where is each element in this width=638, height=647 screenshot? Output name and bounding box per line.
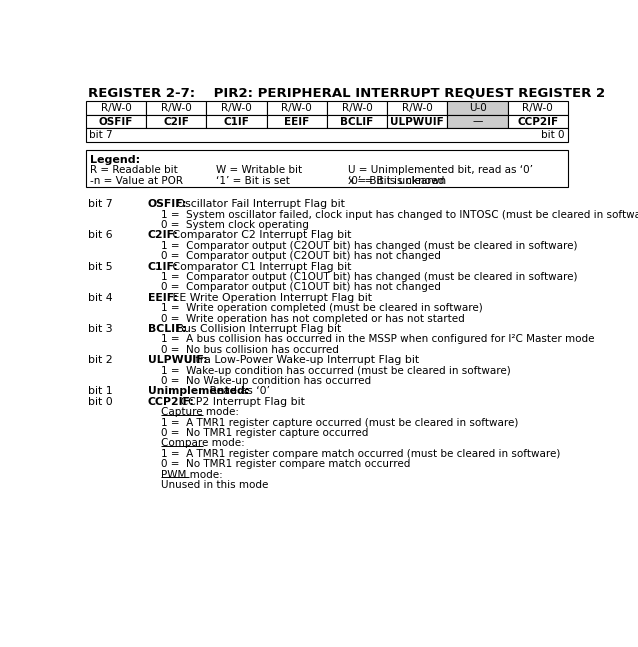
Bar	[447, 115, 508, 129]
Text: C1IF: C1IF	[224, 116, 249, 127]
Text: Oscillator Fail Interrupt Flag bit: Oscillator Fail Interrupt Flag bit	[173, 199, 345, 209]
Text: R/W-0: R/W-0	[221, 103, 252, 113]
Text: PWM mode:: PWM mode:	[161, 470, 223, 479]
Bar	[86, 150, 568, 187]
Bar	[387, 101, 447, 115]
Text: 1 =  A TMR1 register capture occurred (must be cleared in software): 1 = A TMR1 register capture occurred (mu…	[161, 417, 519, 428]
Text: 0 =  No bus collision has occurred: 0 = No bus collision has occurred	[161, 345, 339, 355]
Text: REGISTER 2-7:    PIR2: PERIPHERAL INTERRUPT REQUEST REGISTER 2: REGISTER 2-7: PIR2: PERIPHERAL INTERRUPT…	[87, 87, 605, 100]
Bar	[207, 115, 267, 129]
Text: R/W-0: R/W-0	[402, 103, 433, 113]
Bar	[508, 115, 568, 129]
Text: EEIF:: EEIF:	[148, 293, 178, 303]
Text: 1 =  A TMR1 register compare match occurred (must be cleared in software): 1 = A TMR1 register compare match occurr…	[161, 449, 561, 459]
Text: Legend:: Legend:	[90, 155, 140, 164]
Text: R/W-0: R/W-0	[281, 103, 312, 113]
Text: bit 5: bit 5	[87, 261, 112, 272]
Text: R/W-0: R/W-0	[101, 103, 131, 113]
Text: R/W-0: R/W-0	[342, 103, 373, 113]
Text: 0 =  Write operation has not completed or has not started: 0 = Write operation has not completed or…	[161, 314, 465, 324]
Text: CCP2IF:: CCP2IF:	[148, 397, 195, 407]
Bar	[387, 115, 447, 129]
Text: C2IF: C2IF	[163, 116, 189, 127]
Text: Unused in this mode: Unused in this mode	[161, 480, 269, 490]
Text: bit 0: bit 0	[87, 397, 112, 407]
Text: OSFIF: OSFIF	[99, 116, 133, 127]
Text: OSFIF:: OSFIF:	[148, 199, 188, 209]
Text: bit 3: bit 3	[87, 324, 112, 334]
Text: 0 =  No TMR1 register capture occurred: 0 = No TMR1 register capture occurred	[161, 428, 369, 438]
Text: —: —	[472, 116, 483, 127]
Text: Bus Collision Interrupt Flag bit: Bus Collision Interrupt Flag bit	[173, 324, 341, 334]
Text: Read as ‘0’: Read as ‘0’	[206, 386, 270, 397]
Text: bit 4: bit 4	[87, 293, 112, 303]
Text: Unimplemented:: Unimplemented:	[148, 386, 249, 397]
Text: 1 =  A bus collision has occurred in the MSSP when configured for I²C Master mod: 1 = A bus collision has occurred in the …	[161, 334, 595, 344]
Text: -n = Value at POR: -n = Value at POR	[90, 176, 183, 186]
Text: bit 0: bit 0	[542, 131, 565, 140]
Text: Comparator C1 Interrupt Flag bit: Comparator C1 Interrupt Flag bit	[168, 261, 351, 272]
Text: Compare mode:: Compare mode:	[161, 439, 245, 448]
Text: Capture mode:: Capture mode:	[161, 407, 239, 417]
Text: BCLIF: BCLIF	[341, 116, 374, 127]
Bar	[267, 115, 327, 129]
Text: ULPWUIF:: ULPWUIF:	[148, 355, 207, 365]
Bar	[327, 115, 387, 129]
Text: ULPWUIF: ULPWUIF	[390, 116, 444, 127]
Text: 0 =  No Wake-up condition has occurred: 0 = No Wake-up condition has occurred	[161, 376, 371, 386]
Text: bit 6: bit 6	[87, 230, 112, 241]
Text: 0 =  Comparator output (C2OUT bit) has not changed: 0 = Comparator output (C2OUT bit) has no…	[161, 251, 441, 261]
Text: bit 7: bit 7	[89, 131, 113, 140]
Text: R/W-0: R/W-0	[161, 103, 191, 113]
Bar	[146, 115, 207, 129]
Text: 1 =  Wake-up condition has occurred (must be cleared in software): 1 = Wake-up condition has occurred (must…	[161, 366, 511, 376]
Text: 0 =  System clock operating: 0 = System clock operating	[161, 220, 309, 230]
Text: C2IF:: C2IF:	[148, 230, 179, 241]
Text: U-0: U-0	[469, 103, 487, 113]
Text: x = Bit is unknown: x = Bit is unknown	[348, 176, 446, 186]
Bar	[447, 101, 508, 115]
Text: ‘0’ = Bit is cleared: ‘0’ = Bit is cleared	[348, 176, 444, 186]
Bar	[146, 101, 207, 115]
Text: W = Writable bit: W = Writable bit	[216, 166, 302, 175]
Text: R = Readable bit: R = Readable bit	[90, 166, 177, 175]
Text: U = Unimplemented bit, read as ‘0’: U = Unimplemented bit, read as ‘0’	[348, 166, 533, 175]
Text: CCP2IF: CCP2IF	[517, 116, 558, 127]
Text: ‘1’ = Bit is set: ‘1’ = Bit is set	[216, 176, 290, 186]
Text: 0 =  No TMR1 register compare match occurred: 0 = No TMR1 register compare match occur…	[161, 459, 410, 469]
Text: 1 =  Comparator output (C2OUT bit) has changed (must be cleared in software): 1 = Comparator output (C2OUT bit) has ch…	[161, 241, 577, 251]
Bar	[86, 101, 146, 115]
Text: Comparator C2 Interrupt Flag bit: Comparator C2 Interrupt Flag bit	[168, 230, 351, 241]
Text: R/W-0: R/W-0	[523, 103, 553, 113]
Text: EE Write Operation Interrupt Flag bit: EE Write Operation Interrupt Flag bit	[168, 293, 372, 303]
Text: 1 =  Comparator output (C1OUT bit) has changed (must be cleared in software): 1 = Comparator output (C1OUT bit) has ch…	[161, 272, 577, 282]
Text: BCLIF:: BCLIF:	[148, 324, 186, 334]
Text: CCP2 Interrupt Flag bit: CCP2 Interrupt Flag bit	[177, 397, 305, 407]
Text: bit 7: bit 7	[87, 199, 112, 209]
Bar	[267, 101, 327, 115]
Text: Ultra Low-Power Wake-up Interrupt Flag bit: Ultra Low-Power Wake-up Interrupt Flag b…	[181, 355, 419, 365]
Bar	[86, 115, 146, 129]
Text: bit 2: bit 2	[87, 355, 112, 365]
Bar	[508, 101, 568, 115]
Text: C1IF:: C1IF:	[148, 261, 179, 272]
Text: EEIF: EEIF	[284, 116, 309, 127]
Text: 0 =  Comparator output (C1OUT bit) has not changed: 0 = Comparator output (C1OUT bit) has no…	[161, 283, 441, 292]
Text: 1 =  Write operation completed (must be cleared in software): 1 = Write operation completed (must be c…	[161, 303, 483, 313]
Bar	[327, 101, 387, 115]
Bar	[86, 129, 568, 142]
Text: bit 1: bit 1	[87, 386, 112, 397]
Text: 1 =  System oscillator failed, clock input has changed to INTOSC (must be cleare: 1 = System oscillator failed, clock inpu…	[161, 210, 638, 220]
Bar	[207, 101, 267, 115]
